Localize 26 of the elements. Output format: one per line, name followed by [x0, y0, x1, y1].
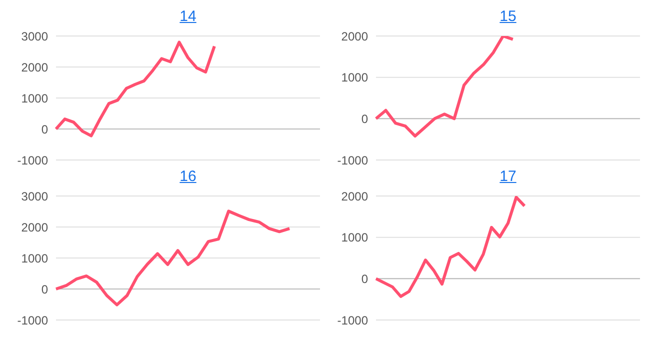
line-series: [54, 210, 292, 306]
y-tick-label: 0: [361, 112, 368, 126]
y-tick-label: 2000: [21, 220, 48, 234]
line-series: [374, 196, 526, 298]
line-series: [54, 40, 216, 138]
y-tick-label: -1000: [337, 313, 368, 328]
y-tick-label: -1000: [17, 313, 48, 328]
chart-title: 15: [498, 8, 518, 27]
y-tick-label: 1000: [341, 230, 368, 245]
y-tick-label: 1000: [21, 251, 48, 266]
chart-title: 17: [498, 168, 518, 187]
y-tick-label: 1000: [341, 70, 368, 85]
y-tick-label: 2000: [341, 29, 368, 44]
y-tick-label: 1000: [21, 91, 48, 106]
y-tick-label: 3000: [21, 189, 48, 204]
chart-title: 14: [178, 8, 198, 27]
y-tick-label: 0: [41, 122, 48, 136]
chart-title: 16: [178, 168, 198, 187]
y-tick-label: 3000: [21, 29, 48, 44]
y-tick-label: 2000: [341, 189, 368, 204]
y-tick-label: -1000: [337, 153, 368, 168]
y-tick-label: 0: [41, 282, 48, 296]
line-series: [374, 36, 514, 138]
y-tick-label: 0: [361, 272, 368, 286]
y-tick-label: -1000: [17, 153, 48, 168]
y-tick-label: 2000: [21, 60, 48, 74]
